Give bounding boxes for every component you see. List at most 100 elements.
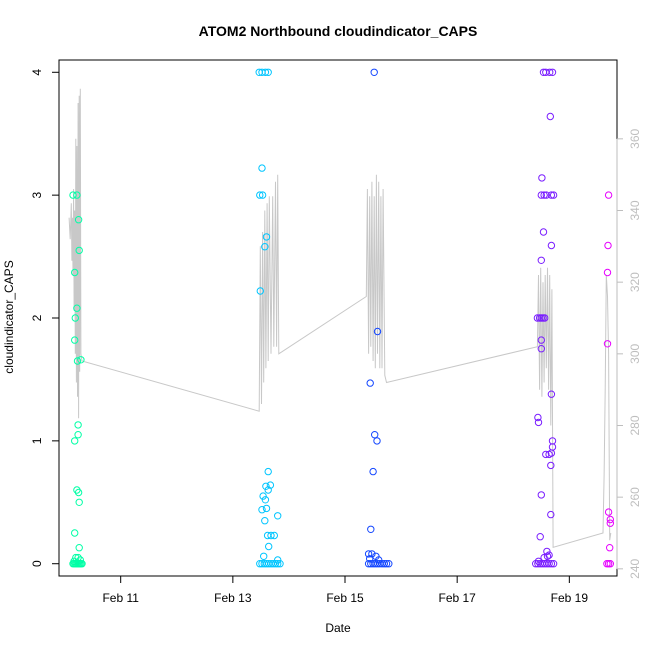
data-point: [385, 560, 393, 568]
x-tick-label: Feb 11: [102, 591, 139, 605]
data-point: [261, 496, 270, 504]
data-point: [274, 560, 282, 568]
data-point: [73, 357, 82, 365]
data-point: [604, 191, 613, 199]
data-point: [264, 467, 272, 476]
data-point: [258, 191, 267, 199]
y2-tick-label: 260: [628, 487, 642, 507]
data-point: [71, 268, 79, 277]
points-layer: [69, 68, 614, 568]
data-point: [604, 241, 612, 250]
data-point: [380, 560, 388, 568]
data-point: [69, 191, 77, 199]
data-point: [547, 461, 555, 470]
plot-frame: [58, 59, 618, 577]
data-point: [262, 233, 271, 241]
data-point: [262, 504, 271, 513]
secondary-series-line: [68, 88, 612, 548]
y2-tick-label: 360: [628, 129, 642, 149]
chart-title: ATOM2 Northbound cloudindicator_CAPS: [199, 23, 478, 39]
data-point: [264, 486, 272, 494]
data-point: [261, 243, 269, 251]
data-point: [537, 336, 545, 344]
data-point: [75, 498, 83, 506]
data-point: [545, 560, 553, 568]
data-point: [369, 467, 377, 476]
data-point: [541, 314, 549, 322]
x-axis-label: Date: [325, 621, 351, 635]
data-point: [604, 508, 613, 516]
x-tick-label: Feb 15: [326, 591, 364, 605]
data-point: [546, 112, 554, 121]
data-point: [543, 552, 552, 560]
y2-tick-label: 300: [628, 344, 642, 364]
data-point: [260, 552, 268, 560]
data-point: [271, 560, 280, 568]
data-point: [548, 68, 557, 77]
data-point: [258, 164, 266, 172]
y2-tick-label: 280: [628, 415, 642, 435]
data-point: [606, 544, 614, 552]
x-tick-label: Feb 17: [438, 591, 476, 605]
y2-tick-label: 340: [628, 200, 642, 220]
data-point: [536, 533, 544, 541]
data-point: [74, 431, 82, 439]
y-tick-label: 0: [30, 560, 44, 567]
y-tick-label: 4: [30, 69, 44, 76]
data-point: [606, 515, 614, 524]
data-point: [71, 336, 79, 344]
data-point: [537, 345, 545, 353]
data-point: [537, 256, 545, 264]
data-point: [75, 246, 83, 255]
y-tick-label: 1: [30, 437, 44, 444]
data-point: [542, 450, 550, 459]
data-point: [265, 542, 273, 551]
data-point: [543, 547, 551, 556]
data-point: [533, 314, 542, 322]
data-point: [549, 560, 558, 568]
data-point: [274, 556, 282, 564]
data-point: [71, 437, 79, 445]
data-point: [262, 482, 270, 490]
data-point: [368, 550, 376, 558]
data-point: [603, 340, 612, 348]
data-point: [547, 241, 556, 250]
data-point: [259, 492, 267, 500]
axes-layer: Feb 11 Feb 13 Feb 15 Feb 17 Feb 19 0 1 2 3 4 240 26…: [30, 69, 642, 605]
data-point: [261, 68, 270, 77]
data-point: [538, 174, 546, 182]
data-point: [73, 304, 81, 312]
data-point: [366, 379, 374, 387]
data-point: [534, 413, 542, 422]
data-point: [270, 531, 278, 540]
data-point: [75, 544, 83, 552]
data-point: [267, 531, 275, 540]
data-point: [366, 555, 374, 563]
data-point: [367, 525, 375, 533]
data-point: [540, 191, 548, 199]
data-point: [545, 450, 553, 459]
data-point: [276, 560, 284, 568]
y-tick-label: 3: [30, 191, 44, 198]
data-point: [542, 191, 550, 199]
data-point: [264, 68, 272, 77]
data-point: [74, 421, 82, 429]
data-point: [603, 268, 612, 277]
data-point: [546, 68, 554, 77]
data-point: [364, 550, 373, 558]
data-point: [606, 560, 614, 568]
y2-tick-label: 320: [628, 272, 642, 292]
data-point: [547, 390, 556, 398]
data-point: [256, 191, 264, 199]
data-point: [373, 437, 381, 445]
data-point: [71, 529, 79, 537]
data-point: [256, 287, 264, 295]
y-tick-label: 2: [30, 314, 44, 321]
data-point: [77, 356, 85, 364]
data-point: [71, 314, 80, 322]
data-point: [537, 491, 545, 499]
data-point: [78, 560, 86, 568]
data-point: [261, 517, 269, 525]
data-point: [534, 418, 543, 427]
